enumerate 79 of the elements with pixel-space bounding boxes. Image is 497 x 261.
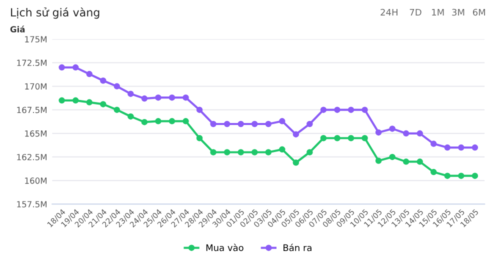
point — [430, 140, 437, 147]
point — [362, 134, 368, 142]
point — [320, 106, 327, 113]
point — [114, 106, 120, 113]
y-tick-label: 162.5M — [17, 154, 47, 160]
point — [458, 144, 464, 151]
point — [128, 90, 134, 97]
text: 3M — [452, 8, 464, 16]
point — [114, 83, 120, 90]
text: 24H — [380, 8, 398, 16]
y-tick-label: 170M — [25, 83, 47, 90]
point — [375, 158, 382, 164]
point — [141, 95, 148, 102]
point — [279, 146, 286, 153]
point — [224, 120, 230, 128]
point — [472, 172, 478, 179]
point — [238, 149, 244, 156]
point — [100, 101, 106, 108]
legend-label: Bán ra — [284, 244, 312, 252]
point — [168, 94, 176, 101]
point — [444, 144, 451, 151]
point — [306, 149, 313, 156]
point — [182, 94, 189, 101]
point — [334, 106, 340, 113]
point — [265, 149, 272, 156]
point — [100, 78, 106, 84]
point — [402, 158, 410, 165]
legend-label: Mua vào — [206, 244, 244, 252]
point — [265, 120, 272, 128]
point — [444, 172, 451, 179]
point — [362, 106, 368, 113]
y-tick-label: 157.5M — [17, 201, 47, 208]
point — [430, 168, 437, 176]
y-tick-label: 175M — [25, 36, 47, 42]
point — [58, 97, 65, 104]
point — [458, 172, 464, 179]
point — [155, 94, 162, 101]
point — [389, 154, 396, 160]
point — [292, 131, 300, 138]
point — [334, 134, 340, 142]
y-axis-title: Giá — [10, 26, 25, 32]
point — [155, 118, 162, 124]
point — [292, 160, 300, 166]
point — [58, 64, 65, 71]
point — [348, 134, 354, 142]
y-tick-label: 172.5M — [17, 60, 47, 66]
point — [224, 149, 230, 156]
point — [141, 118, 148, 126]
point — [348, 106, 354, 113]
point — [210, 120, 216, 128]
point — [86, 99, 92, 106]
point — [306, 120, 313, 128]
point — [251, 149, 258, 156]
point — [402, 130, 410, 137]
point — [168, 118, 176, 124]
y-tick-label: 165M — [25, 130, 47, 137]
point — [182, 118, 189, 124]
point — [72, 64, 79, 71]
point — [72, 97, 79, 104]
chart-title: Lịch sử giá vàng — [11, 7, 100, 19]
text: 6M — [472, 8, 485, 16]
text: 7D — [410, 8, 422, 16]
point — [320, 134, 327, 142]
point — [416, 130, 423, 137]
point — [196, 134, 203, 142]
text: 1M — [432, 8, 444, 16]
point — [128, 113, 134, 120]
point — [279, 118, 286, 124]
point — [472, 144, 478, 151]
point — [375, 129, 382, 136]
point — [389, 126, 396, 132]
point — [210, 149, 216, 156]
point — [251, 120, 258, 128]
point — [86, 70, 92, 78]
point — [196, 106, 203, 113]
point — [416, 158, 423, 165]
y-tick-label: 167.5M — [17, 106, 47, 114]
y-tick-label: 160M — [25, 178, 47, 184]
point — [238, 120, 244, 128]
